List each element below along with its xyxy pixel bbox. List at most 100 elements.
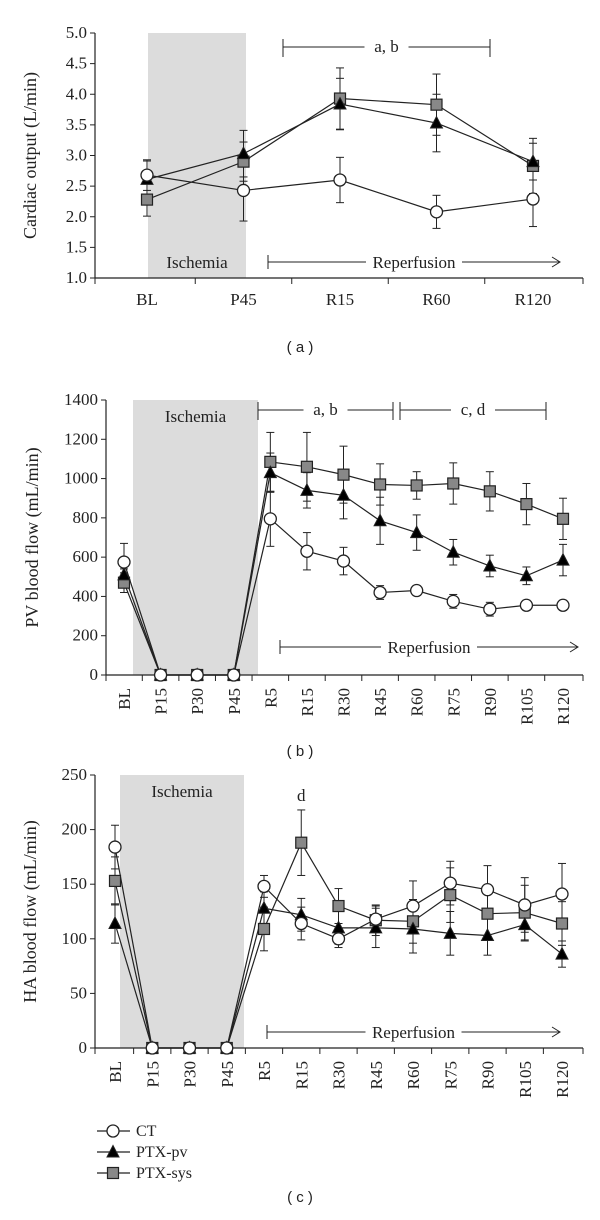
data-point-ptx-sys [332, 899, 345, 913]
reperfusion-label: Reperfusion [372, 253, 456, 272]
x-tick-label: R30 [330, 1061, 349, 1089]
data-point-ptx-pv [336, 487, 351, 501]
y-tick-label: 0 [79, 1038, 88, 1057]
x-tick-label: R60 [422, 290, 450, 309]
data-point-ct [190, 668, 204, 682]
data-point-ptx-pv [429, 115, 444, 129]
data-point-ptx-pv [263, 465, 278, 479]
reperfusion-arrowhead [551, 256, 561, 268]
y-tick-label: 150 [62, 874, 88, 893]
data-point-ptx-pv [333, 96, 347, 110]
data-point-ptx-pv [331, 920, 346, 934]
x-tick-label: R30 [335, 688, 354, 716]
x-tick-label: R45 [367, 1061, 386, 1089]
data-point-ct [555, 887, 569, 901]
data-point-ptx-sys [295, 836, 308, 849]
data-point-ct [220, 1041, 234, 1055]
y-axis-label: PV blood flow (mL/min) [22, 447, 43, 627]
y-tick-label: 600 [73, 547, 99, 566]
x-tick-label: R60 [404, 1061, 423, 1089]
y-tick-label: 3.5 [66, 115, 87, 134]
y-tick-label: 3.0 [66, 146, 87, 165]
data-point-ct [117, 555, 131, 569]
data-point-ct [227, 668, 241, 682]
ischemia-label: Ischemia [166, 253, 228, 272]
y-tick-label: 1.0 [66, 268, 87, 287]
reperfusion-label: Reperfusion [387, 638, 471, 657]
data-point-ct [263, 512, 277, 526]
data-point-ptx-pv [483, 558, 497, 572]
data-point-ct [429, 205, 444, 219]
data-point-ptx-sys [410, 479, 423, 492]
data-point-ptx-pv [556, 552, 570, 566]
data-point-ct [108, 840, 122, 854]
data-point-ct [373, 585, 387, 600]
y-tick-label: 2.0 [66, 207, 87, 226]
x-tick-label: R5 [261, 688, 280, 708]
x-tick-label: R120 [553, 1061, 572, 1098]
y-tick-label: 200 [73, 626, 99, 645]
y-tick-label: 0 [90, 665, 99, 684]
chart-panel-c: Ischemia 0 50 100 150 200 250 BL P15 P30 P45 R5 R15 R… [20, 765, 584, 1206]
significance-label-bg [451, 400, 495, 420]
data-point-ptx-pv [108, 915, 122, 930]
x-tick-label: P30 [188, 688, 207, 714]
ischemia-region [133, 400, 258, 675]
data-point-ct [140, 168, 154, 182]
data-point-ptx-pv [368, 920, 383, 934]
x-tick-label: BL [136, 290, 158, 309]
panel-caption: ( c ) [287, 1189, 313, 1206]
x-tick-label: R105 [517, 688, 536, 725]
data-point-ct [480, 883, 495, 897]
ischemia-label: Ischemia [165, 407, 227, 426]
data-point-ptx-sys [447, 477, 460, 490]
data-point-ct [182, 1041, 197, 1055]
x-tick-label: R90 [481, 688, 500, 716]
x-tick-label: R15 [292, 1061, 311, 1089]
data-point-ptx-sys [140, 193, 154, 206]
data-point-ptx-pv [555, 946, 569, 960]
x-tick-label: R75 [441, 1061, 460, 1089]
data-point-ptx-pv [517, 917, 532, 931]
data-point-ct [556, 598, 570, 612]
reperfusion-label-bg [366, 250, 462, 272]
legend-marker-square-icon [106, 1166, 120, 1180]
x-tick-label: BL [106, 1061, 125, 1083]
x-tick-label: R90 [479, 1061, 498, 1089]
reperfusion-label-bg [381, 635, 477, 657]
y-tick-label: 250 [62, 765, 88, 784]
x-tick-label: P45 [230, 290, 256, 309]
x-tick-label: R5 [255, 1061, 274, 1081]
y-tick-label: 200 [62, 820, 88, 839]
data-point-ct [153, 668, 168, 682]
data-point-ptx-sys [483, 485, 496, 498]
significance-label: c, d [461, 400, 486, 419]
data-point-ptx-pv [236, 146, 251, 160]
panel-caption: ( b ) [287, 743, 314, 760]
significance-label: d [297, 786, 306, 805]
data-point-ptx-pv [446, 544, 461, 558]
x-tick-label: P45 [218, 1061, 237, 1087]
data-point-ct [443, 876, 457, 890]
data-point-ct [519, 598, 534, 612]
y-axis-label: Cardiac output (L/min) [20, 72, 41, 239]
y-tick-label: 1000 [64, 469, 98, 488]
significance-label: a, b [313, 400, 338, 419]
x-tick-label: BL [115, 688, 134, 710]
legend-label: PTX-sys [136, 1165, 192, 1182]
data-point-ct [446, 594, 460, 608]
data-point-ptx-sys [373, 478, 387, 491]
y-tick-label: 1200 [64, 429, 98, 448]
x-tick-label: R45 [371, 688, 390, 716]
y-tick-label: 400 [73, 586, 99, 605]
x-tick-label: P30 [181, 1061, 200, 1087]
reperfusion-arrowhead [569, 641, 579, 653]
x-tick-label: R120 [515, 290, 552, 309]
data-point-ptx-sys [520, 498, 533, 511]
y-tick-label: 4.0 [66, 84, 87, 103]
y-tick-label: 4.5 [66, 54, 87, 73]
data-point-ptx-pv [526, 154, 540, 168]
y-tick-label: 2.5 [66, 176, 87, 195]
data-point-ptx-sys [337, 468, 350, 481]
